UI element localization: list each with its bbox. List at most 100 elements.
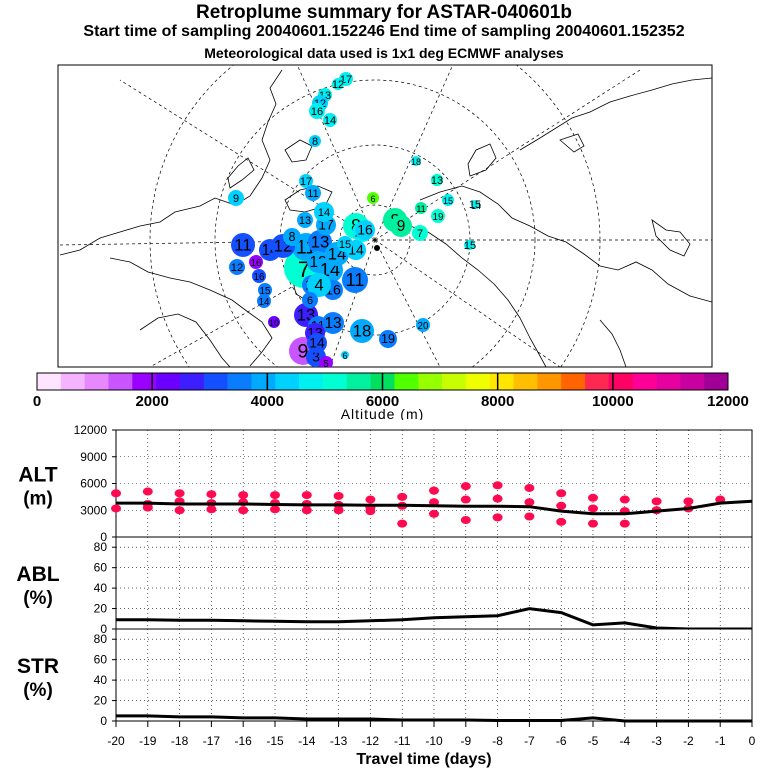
data-point [111, 504, 121, 513]
x-tick-label: -2 [683, 734, 694, 748]
plume-cluster: 15 [337, 236, 353, 252]
x-tick-label: -5 [588, 734, 599, 748]
colorbar-tick-label: 12000 [707, 393, 749, 410]
data-point [238, 506, 249, 515]
plume-label: 11 [307, 188, 318, 200]
met-data-note: Meteorological data used is 1x1 deg ECMW… [204, 45, 564, 61]
plume-label: 9 [233, 193, 239, 205]
plume-cluster: 14 [307, 333, 327, 353]
colorbar-segment [37, 373, 62, 390]
plume-label: 11 [416, 204, 425, 214]
coastline [284, 185, 333, 213]
x-tick-label: -3 [651, 734, 662, 748]
data-point [301, 506, 312, 515]
plume-cluster: 11 [415, 202, 427, 214]
y-tick-label: 6000 [80, 477, 107, 491]
plume-cluster: 4 [307, 273, 331, 297]
colorbar-tick-label: 2000 [135, 393, 168, 410]
data-point [429, 498, 439, 507]
series-line [116, 607, 752, 631]
colorbar-tick-label: 8000 [481, 393, 514, 410]
plume-label: 14 [309, 335, 325, 351]
plume-label: 16 [254, 272, 265, 283]
colorbar-segment [680, 373, 705, 390]
colorbar-tick-label: 10000 [592, 393, 634, 410]
plume-cluster: 8 [283, 228, 301, 246]
colorbar-tick-label: 4000 [251, 393, 284, 410]
y-tick-label: 0 [100, 530, 107, 544]
colorbar-segment [537, 373, 562, 390]
colorbar-segment [632, 373, 657, 390]
panel-alt: 0 3000 6000 9000 12000 ALT(m) [18, 423, 753, 544]
chart-title: Retroplume summary for ASTAR-040601b [196, 2, 572, 23]
data-point [556, 517, 567, 526]
plume-label: 14 [318, 207, 330, 219]
data-point [142, 503, 153, 512]
y-tick-label: 0 [100, 714, 107, 728]
data-point [460, 516, 471, 525]
coastline [559, 133, 585, 153]
y-tick-label: 40 [94, 581, 108, 595]
x-tick-label: -9 [460, 734, 471, 748]
x-tick-label: -8 [492, 734, 503, 748]
coastline [109, 257, 273, 367]
plume-cluster: 15 [442, 194, 454, 206]
colorbar-segment [513, 373, 538, 390]
plume-circle [283, 228, 301, 246]
panel-frame [115, 628, 753, 722]
colorbar-segment [442, 373, 467, 390]
plume-label: 12 [332, 79, 344, 91]
data-point [588, 504, 598, 513]
colorbar-segment [418, 373, 443, 390]
y-tick-label: 20 [94, 602, 108, 616]
plume-circle [305, 185, 321, 201]
plume-cluster: 9 [390, 215, 412, 237]
plume-circle [350, 319, 374, 343]
colorbar-segment [489, 373, 514, 390]
panel-str: 0 20 40 60 80 STR(%) [17, 628, 753, 728]
plume-circle [412, 225, 428, 241]
coastline [599, 319, 627, 367]
colorbar-segment [704, 373, 729, 390]
colorbar-segment [227, 373, 252, 390]
plume-circle [471, 200, 479, 208]
plume-cluster: 11 [305, 185, 321, 201]
meridian-line [296, 65, 376, 241]
data-point [492, 513, 503, 522]
plume-circle [322, 312, 344, 334]
plume-cluster: 10 [268, 316, 280, 328]
y-tick-label: 40 [94, 673, 108, 687]
x-tick-label: -11 [394, 734, 411, 748]
plume-label: 15 [260, 286, 271, 297]
x-tick-label: -14 [298, 734, 316, 748]
retroplume-map: 7111312141417111681516689711191315181214… [33, 64, 749, 420]
plume-label: 15 [443, 196, 453, 206]
x-tick-label: -6 [556, 734, 567, 748]
plume-circle [431, 174, 443, 186]
y-tick-label: 60 [94, 561, 108, 575]
plume-circle [252, 269, 266, 283]
x-axis: -20 -19 -18 -17 -16 -15 -14 -13 -12 -11 -10 -9 -8 -7-… [107, 721, 756, 768]
plume-circle [231, 233, 255, 257]
plume-circle [332, 78, 344, 90]
data-point [333, 491, 344, 500]
x-tick-label: -7 [524, 734, 535, 748]
plume-label: 13 [324, 315, 341, 332]
data-point [588, 493, 598, 502]
colorbar-segment [465, 373, 491, 390]
x-tick-label: -20 [107, 734, 125, 748]
plume-label: 11 [234, 235, 251, 254]
plume-label: 19 [433, 212, 444, 223]
x-tick-label: -16 [235, 734, 253, 748]
plume-circle [355, 220, 375, 240]
plume-label: 7 [417, 228, 423, 240]
plume-cluster: 12 [229, 259, 245, 275]
plume-cluster: 20 [416, 318, 430, 332]
colorbar-segment [585, 373, 610, 390]
plume-circle [309, 103, 325, 119]
plume-circle [307, 273, 331, 297]
plume-circle [228, 190, 244, 206]
colorbar-segment [156, 373, 181, 390]
coastline [284, 139, 313, 163]
data-point [683, 497, 694, 506]
